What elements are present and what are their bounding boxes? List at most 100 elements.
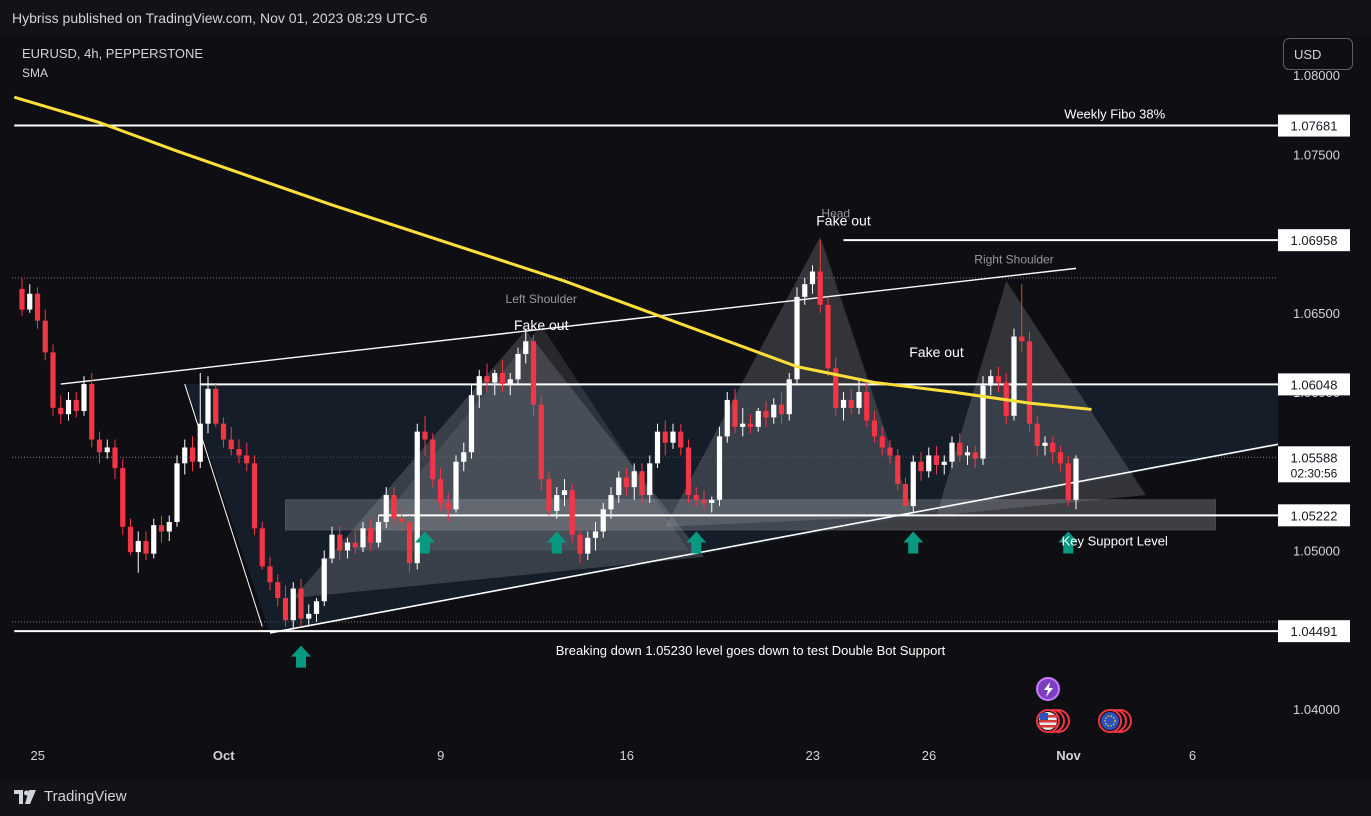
candle-body[interactable] xyxy=(1057,452,1064,464)
candle-body[interactable] xyxy=(856,392,862,408)
price-axis[interactable] xyxy=(1278,36,1371,780)
candle-body[interactable] xyxy=(135,540,141,553)
candle-body[interactable] xyxy=(1073,458,1079,500)
candle-body[interactable] xyxy=(848,399,854,408)
candle-body[interactable] xyxy=(213,388,219,424)
candle-body[interactable] xyxy=(437,479,444,503)
candle-body[interactable] xyxy=(50,352,56,408)
candle-body[interactable] xyxy=(321,558,327,602)
candle-body[interactable] xyxy=(778,404,785,415)
candle-body[interactable] xyxy=(732,399,738,427)
candle-body[interactable] xyxy=(182,447,188,464)
candle-body[interactable] xyxy=(1042,442,1048,446)
candle-body[interactable] xyxy=(282,598,289,621)
candle-body[interactable] xyxy=(399,518,405,522)
candle-body[interactable] xyxy=(941,461,947,465)
candle-body[interactable] xyxy=(337,534,343,551)
candle-body[interactable] xyxy=(747,423,754,427)
candle-body[interactable] xyxy=(616,477,622,496)
candle-body[interactable] xyxy=(670,431,676,443)
candle-body[interactable] xyxy=(561,490,568,496)
price-box[interactable] xyxy=(1278,229,1350,252)
candle-body[interactable] xyxy=(73,399,79,412)
candle-body[interactable] xyxy=(445,502,451,510)
candle-body[interactable] xyxy=(577,534,583,554)
candle-body[interactable] xyxy=(631,471,637,488)
candle-body[interactable] xyxy=(817,271,823,305)
candle-body[interactable] xyxy=(96,439,103,453)
candle-body[interactable] xyxy=(120,468,126,527)
candle-body[interactable] xyxy=(972,452,978,459)
event-markers[interactable] xyxy=(1036,677,1132,733)
candle-body[interactable] xyxy=(592,531,599,538)
candle-body[interactable] xyxy=(809,271,816,285)
candle-body[interactable] xyxy=(647,463,653,496)
candle-body[interactable] xyxy=(112,447,118,469)
candle-body[interactable] xyxy=(933,455,940,465)
candle-body[interactable] xyxy=(1065,463,1071,500)
candle-body[interactable] xyxy=(507,379,513,385)
candle-body[interactable] xyxy=(840,399,847,408)
candle-body[interactable] xyxy=(569,490,575,535)
candle-body[interactable] xyxy=(902,483,909,507)
candle-body[interactable] xyxy=(197,423,203,462)
candle-body[interactable] xyxy=(414,431,420,564)
candle-body[interactable] xyxy=(352,542,358,548)
candle-body[interactable] xyxy=(484,376,490,383)
candle-body[interactable] xyxy=(151,525,157,554)
candle-body[interactable] xyxy=(251,463,258,529)
candle-body[interactable] xyxy=(391,495,397,519)
candle-body[interactable] xyxy=(344,542,351,551)
candle-body[interactable] xyxy=(678,431,684,448)
candle-body[interactable] xyxy=(461,452,467,462)
candle-body[interactable] xyxy=(360,528,366,548)
candle-body[interactable] xyxy=(918,461,924,472)
candle-body[interactable] xyxy=(89,384,95,440)
candle-body[interactable] xyxy=(957,442,963,456)
candle-body[interactable] xyxy=(654,431,661,464)
candle-body[interactable] xyxy=(716,436,723,500)
candle-body[interactable] xyxy=(530,341,537,405)
candle-body[interactable] xyxy=(58,407,64,415)
candle-body[interactable] xyxy=(27,293,33,310)
candle-body[interactable] xyxy=(871,420,878,437)
candle-body[interactable] xyxy=(174,463,180,522)
candle-body[interactable] xyxy=(833,368,839,408)
candle-body[interactable] xyxy=(980,385,986,459)
candle-body[interactable] xyxy=(879,436,885,448)
sma-line[interactable] xyxy=(13,95,1092,411)
candle-body[interactable] xyxy=(158,525,165,532)
candle-body[interactable] xyxy=(623,477,630,488)
candle-body[interactable] xyxy=(685,447,692,496)
candle-body[interactable] xyxy=(724,399,730,437)
candle-body[interactable] xyxy=(523,341,529,354)
candle-body[interactable] xyxy=(1019,336,1025,342)
candle-body[interactable] xyxy=(864,392,870,421)
candle-body[interactable] xyxy=(127,526,134,553)
candle-body[interactable] xyxy=(383,495,389,522)
candle-body[interactable] xyxy=(492,372,498,383)
candle-body[interactable] xyxy=(926,455,932,472)
candle-body[interactable] xyxy=(995,376,1002,383)
price-chart[interactable]: Weekly Fibo 38% Key Support Level Breaking… xyxy=(0,36,1371,780)
candle-body[interactable] xyxy=(825,304,831,369)
candle-body[interactable] xyxy=(143,540,149,554)
candle-body[interactable] xyxy=(267,566,273,583)
candle-body[interactable] xyxy=(1026,341,1033,424)
candle-body[interactable] xyxy=(600,509,606,532)
candle-body[interactable] xyxy=(19,288,25,310)
price-box[interactable] xyxy=(1278,620,1350,643)
candle-body[interactable] xyxy=(709,499,715,503)
candle-body[interactable] xyxy=(34,293,41,321)
candle-body[interactable] xyxy=(755,411,761,427)
price-box[interactable] xyxy=(1278,114,1350,137)
candle-body[interactable] xyxy=(453,461,459,510)
candle-body[interactable] xyxy=(476,376,482,396)
candle-body[interactable] xyxy=(166,521,172,532)
chart-area[interactable]: Weekly Fibo 38% Key Support Level Breaking… xyxy=(0,36,1371,780)
candle-body[interactable] xyxy=(1034,423,1040,446)
candle-body[interactable] xyxy=(794,296,800,380)
candle-body[interactable] xyxy=(554,495,560,511)
candle-body[interactable] xyxy=(259,528,265,567)
price-box[interactable] xyxy=(1278,373,1350,396)
